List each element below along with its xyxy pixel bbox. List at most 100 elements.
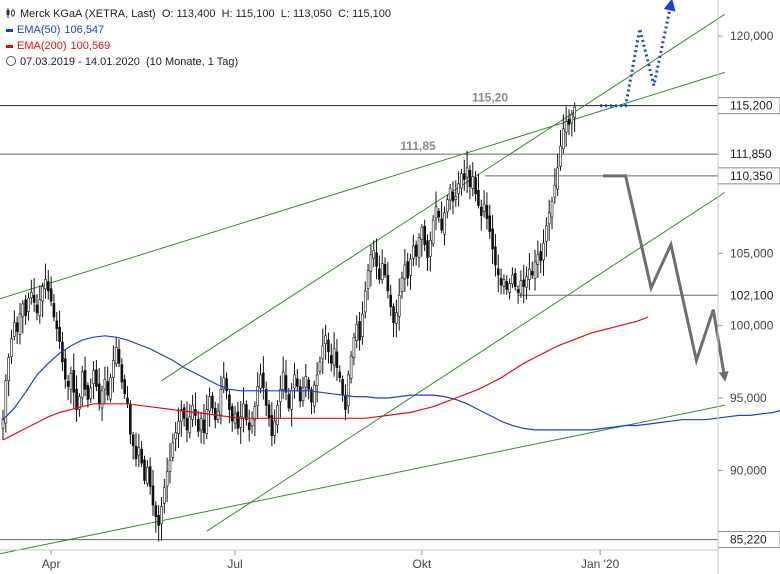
candle-body — [451, 191, 455, 202]
candle-body — [494, 246, 497, 266]
candle-body — [499, 278, 503, 286]
candle-body — [307, 379, 310, 390]
legend-range-row: 07.03.2019 - 14.01.2020 (10 Monate, 1 Ta… — [6, 54, 391, 70]
legend-ema50-row: EMA(50) 106,547 — [6, 22, 391, 38]
candle-body — [304, 376, 308, 388]
candle-body — [400, 277, 404, 292]
candle-body — [134, 445, 138, 460]
candle-body — [502, 279, 506, 287]
candle-body — [293, 374, 296, 389]
price-tick-label: 90,000 — [730, 463, 767, 477]
candle-body — [363, 290, 367, 313]
candle-body — [457, 183, 460, 194]
candle-body — [66, 380, 70, 387]
candle-body — [395, 312, 398, 324]
candle-body — [69, 373, 73, 390]
candle-body — [380, 263, 384, 281]
candle-body — [32, 294, 36, 303]
candle-body — [355, 323, 359, 341]
candle-body — [117, 348, 121, 364]
candle-body — [513, 273, 517, 287]
candle-body — [154, 505, 158, 518]
candle-body — [92, 370, 95, 384]
candle-body — [573, 106, 576, 118]
ema200-line — [2, 316, 649, 441]
candle-body — [267, 404, 271, 419]
candle-body — [547, 212, 551, 225]
candle-body — [505, 281, 509, 290]
candle-body — [386, 275, 390, 292]
candle-body — [239, 416, 243, 428]
candle-body — [205, 409, 209, 434]
candle-body — [440, 218, 443, 231]
candle-body — [185, 418, 189, 431]
bullish-projection-path — [600, 3, 673, 108]
candle-body — [228, 394, 231, 410]
candle-body — [567, 118, 571, 125]
candle-body — [163, 487, 166, 504]
candle-body — [321, 345, 325, 360]
candle-body — [179, 409, 183, 422]
candle-body — [358, 321, 361, 341]
candle-body — [18, 313, 22, 335]
candle-body — [165, 471, 169, 487]
legend-ema200-row: EMA(200) 100,569 — [6, 38, 391, 54]
candle-body — [95, 369, 98, 387]
candle-body — [168, 459, 172, 472]
candle-body — [281, 371, 285, 391]
candle-body — [160, 506, 163, 525]
candle-body — [148, 466, 152, 487]
candle-body — [511, 274, 514, 285]
candle-body — [559, 145, 562, 167]
trend-channel-lines — [0, 14, 725, 555]
candle-body — [213, 407, 217, 421]
candle-body — [349, 355, 353, 379]
candle-body — [103, 378, 107, 390]
candle-body — [361, 313, 364, 338]
horizontal-levels: 115,200 115,20 111,850 111,85 110,350 102,100… — [0, 91, 780, 549]
candle-body — [262, 372, 265, 389]
candle-body — [75, 388, 78, 410]
candle-body — [29, 292, 33, 299]
bearish-projection-path — [603, 174, 727, 379]
candle-body — [429, 239, 432, 257]
candle-body — [471, 176, 475, 189]
candle-body — [539, 251, 543, 261]
bearish-arrow-head — [718, 371, 729, 382]
candle-body — [225, 378, 228, 392]
candle-body — [273, 420, 276, 436]
candle-body — [423, 225, 426, 245]
ema200-value: 100,569 — [70, 40, 111, 52]
candle-body — [196, 419, 200, 432]
ema50-swatch — [6, 28, 13, 32]
ema50-label: EMA(50) — [17, 24, 61, 36]
candle-body — [465, 167, 469, 178]
candle-body — [366, 270, 370, 289]
open-value: O: 113,400 — [161, 8, 216, 20]
candle-body — [80, 371, 84, 399]
ema50-value: 106,547 — [64, 24, 105, 36]
candle-body — [556, 167, 559, 190]
candle-body — [177, 420, 180, 435]
candle-body — [114, 347, 118, 364]
candle-body — [564, 121, 568, 133]
candle-body — [437, 210, 441, 218]
candle-body — [109, 377, 112, 400]
candle-body — [397, 294, 401, 317]
candle-body — [533, 261, 537, 279]
candle-body — [86, 385, 90, 400]
projection-paths — [600, 0, 729, 382]
price-level-annotation: 115,20 — [472, 91, 508, 105]
candle-body — [378, 268, 381, 280]
trend-channel-line — [206, 192, 725, 532]
candle-body — [276, 404, 279, 426]
candle-body — [414, 244, 418, 257]
candle-body — [454, 196, 458, 200]
candle-body — [446, 199, 449, 213]
candle-body — [242, 403, 245, 419]
candle-body — [230, 406, 234, 422]
candle-body — [550, 200, 554, 218]
candle-body — [482, 203, 486, 212]
candle-body — [202, 419, 206, 434]
trend-channel-line — [0, 404, 725, 555]
